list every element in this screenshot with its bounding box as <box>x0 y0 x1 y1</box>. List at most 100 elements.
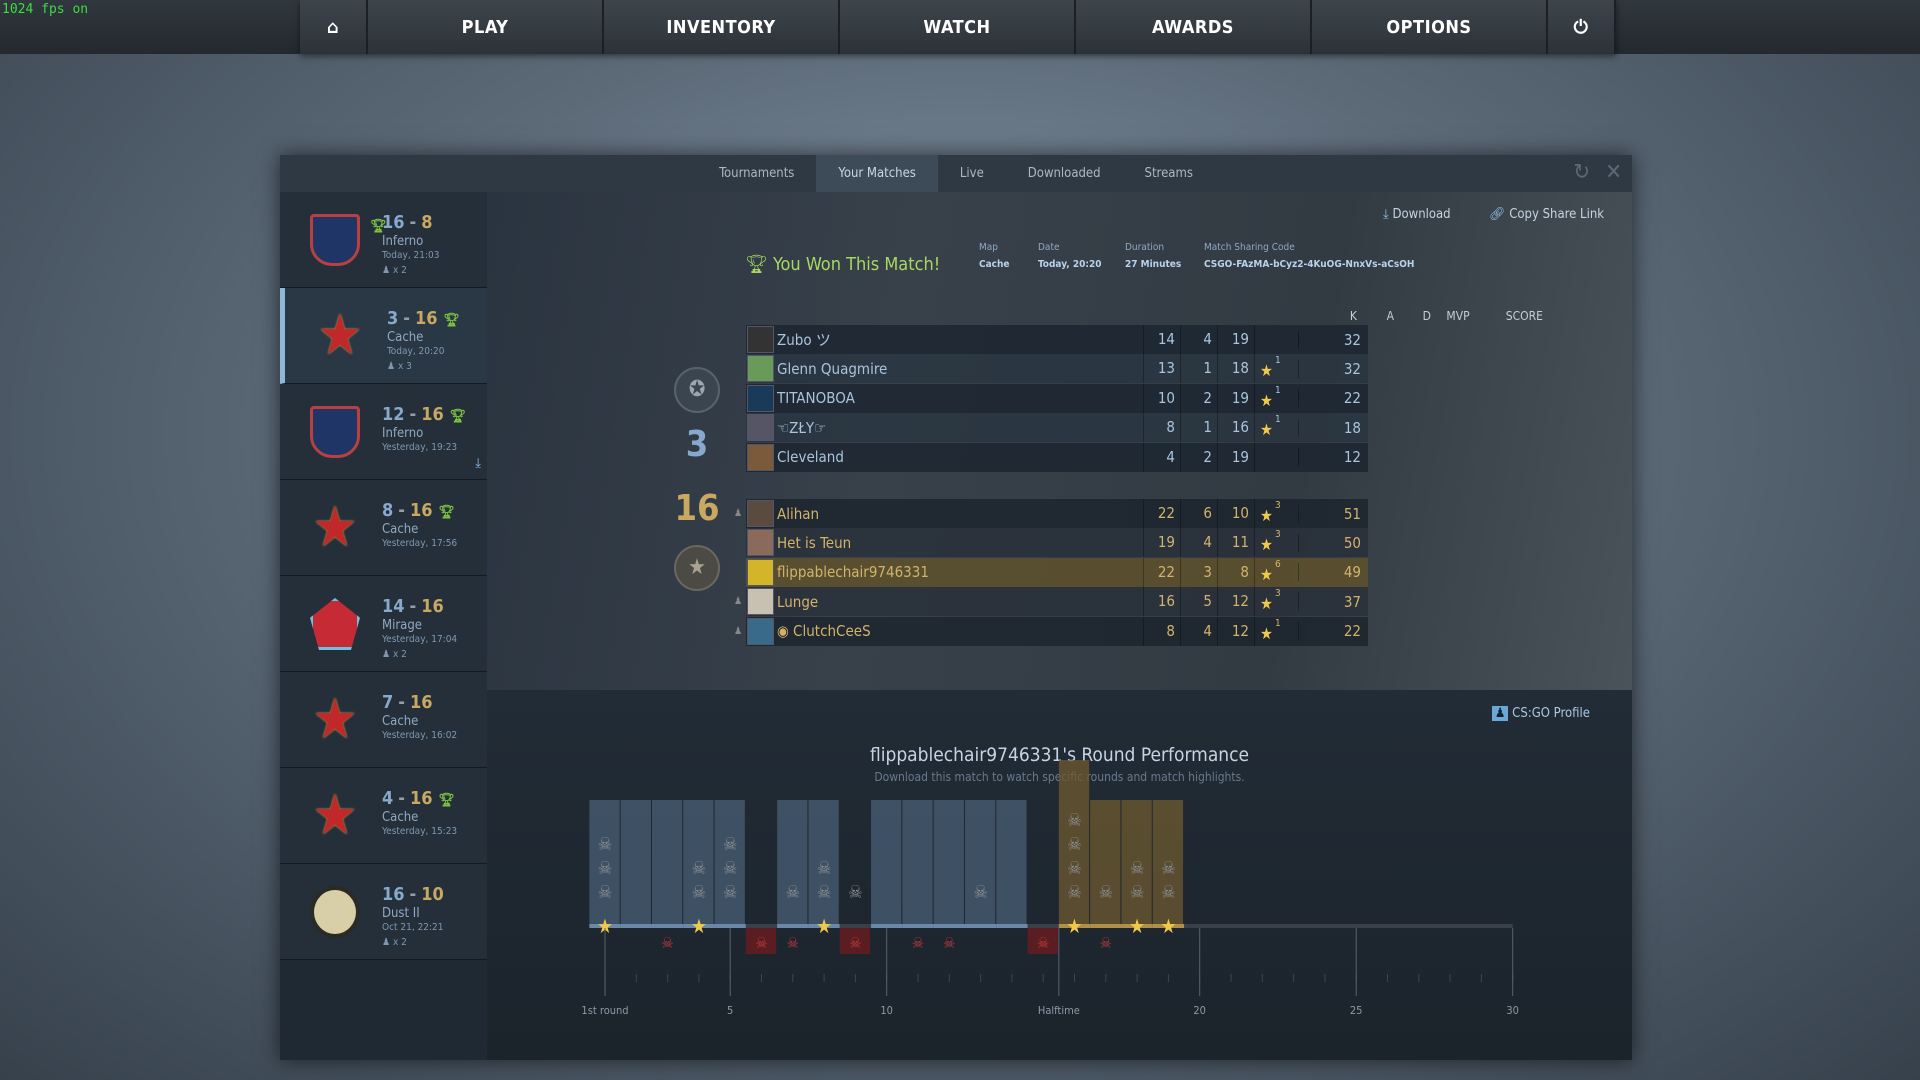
kill-skull-icon: ☠ <box>1161 882 1176 903</box>
map-icon-cache: ★ <box>317 303 363 368</box>
death-skull-icon: ☠ <box>943 934 955 952</box>
tick-label: 25 <box>1350 1004 1363 1017</box>
player-name[interactable]: Glenn Quagmire <box>777 359 888 378</box>
download-button[interactable]: ⤓ Download <box>1383 207 1451 222</box>
tab-tournaments[interactable]: Tournaments <box>719 166 795 181</box>
kill-skull-icon: ☠ <box>1067 882 1082 903</box>
map-icon-cache: ★ <box>312 687 358 752</box>
csgo-profile-label: CS:GO Profile <box>1512 706 1590 721</box>
player-mvp: ★ 1 <box>1254 413 1298 443</box>
match-list-item[interactable]: ★ 4-16 🏆︎ Cache Yesterday, 15:23 <box>280 768 487 864</box>
player-row[interactable]: ♟ Alihan 22 6 10 ★ 3 51 <box>734 499 1368 528</box>
player-kills: 8 <box>1143 413 1180 443</box>
lost-death-bg <box>839 928 871 954</box>
mvp-star-icon: ★ <box>1260 361 1273 381</box>
map-icon-inferno <box>310 406 360 458</box>
tab-downloaded[interactable]: Downloaded <box>1027 166 1101 181</box>
player-assists: 2 <box>1180 383 1217 413</box>
player-avatar[interactable] <box>747 617 774 645</box>
player-avatar[interactable] <box>747 355 774 383</box>
match-list-item[interactable]: 🏆︎ 16-8 Inferno Today, 21:03 ♟ x 2 <box>280 192 487 288</box>
trophy-icon: 🏆︎ <box>370 219 387 234</box>
download-icon: ⤓ <box>1383 207 1389 222</box>
player-avatar[interactable] <box>747 443 774 471</box>
player-avatar[interactable] <box>747 558 774 586</box>
nav-inventory[interactable]: INVENTORY <box>604 0 840 54</box>
home-button[interactable]: ⌂ <box>300 0 368 54</box>
player-avatar[interactable] <box>747 588 774 616</box>
player-row[interactable]: ♟ Lunge 16 5 12 ★ 3 37 <box>734 587 1368 617</box>
main-nav: ⌂ PLAY INVENTORY WATCH AWARDS OPTIONS ⏻ <box>300 0 1616 54</box>
score-a: 4 <box>382 788 394 809</box>
player-name[interactable]: Cleveland <box>777 448 844 467</box>
player-mvp: ★ 3 <box>1254 499 1298 528</box>
match-list-item[interactable]: ★ 3-16 🏆︎ Cache Today, 20:20 ♟ x 3 <box>280 288 487 384</box>
player-name[interactable]: TITANOBOA <box>777 389 855 408</box>
party-count: x 3 <box>397 361 412 372</box>
player-row[interactable]: TITANOBOA 10 2 19 ★ 1 22 <box>746 383 1368 413</box>
player-avatar[interactable] <box>747 326 774 353</box>
player-name[interactable]: Zubo ツ <box>777 331 831 349</box>
match-score: 16-10 <box>382 884 444 905</box>
meta-label: Duration <box>1125 242 1165 253</box>
ct-logo-icon: ✪ <box>674 367 720 413</box>
t-logo-icon: ★ <box>674 545 720 591</box>
close-icon[interactable]: ✕ <box>1605 160 1622 185</box>
player-deaths: 12 <box>1217 616 1254 646</box>
player-name[interactable]: Alihan <box>777 504 820 523</box>
player-name[interactable]: Lunge <box>777 592 819 611</box>
match-meta-3: Match Sharing Code CSGO-FAzMA-bCyz2-4KuOG… <box>1204 242 1414 270</box>
player-deaths: 8 <box>1217 557 1254 587</box>
player-mvp: ★ 1 <box>1254 383 1298 413</box>
player-assists: 5 <box>1180 587 1217 617</box>
player-row[interactable]: Zubo ツ 14 4 19 32 <box>746 325 1368 354</box>
kill-skull-icon: ☠ <box>817 882 832 903</box>
nav-watch[interactable]: WATCH <box>840 0 1076 54</box>
player-avatar[interactable] <box>747 384 774 412</box>
player-row[interactable]: Glenn Quagmire 13 1 18 ★ 1 32 <box>746 354 1368 384</box>
power-button[interactable]: ⏻ <box>1548 0 1616 54</box>
refresh-icon[interactable]: ↻ <box>1573 160 1590 185</box>
match-list-item[interactable]: ★ 7-16 Cache Yesterday, 16:02 <box>280 672 487 768</box>
csgo-profile-link[interactable]: ♟ CS:GO Profile <box>1491 706 1590 721</box>
match-map: Cache <box>387 330 424 345</box>
mvp-star-icon: ★ <box>1260 506 1273 525</box>
match-score: 14-16 <box>382 596 444 617</box>
player-name[interactable]: ☜ZŁY☞ <box>777 418 827 437</box>
match-list-item[interactable]: 12-16 🏆︎ Inferno Yesterday, 19:23 ⤓ <box>280 384 487 480</box>
tab-live[interactable]: Live <box>959 166 984 181</box>
player-row[interactable]: Het is Teun 19 4 11 ★ 3 50 <box>746 528 1368 558</box>
match-list-item[interactable]: 16-10 Dust II Oct 21, 22:21 ♟ x 2 <box>280 864 487 960</box>
nav-play[interactable]: PLAY <box>368 0 604 54</box>
copy-share-link-button[interactable]: 🔗︎ Copy Share Link <box>1489 207 1604 222</box>
match-list-item[interactable]: 14-16 Mirage Yesterday, 17:04 ♟ x 2 <box>280 576 487 672</box>
player-name[interactable]: Het is Teun <box>777 533 852 552</box>
match-list-item[interactable]: ★ 8-16 🏆︎ Cache Yesterday, 17:56 <box>280 480 487 576</box>
player-row[interactable]: Cleveland 4 2 19 12 <box>746 442 1368 472</box>
player-avatar[interactable] <box>747 414 774 442</box>
tab-streams[interactable]: Streams <box>1144 166 1193 181</box>
kill-skull-icon: ☠ <box>723 882 738 903</box>
player-name[interactable]: flippablechair9746331 <box>777 563 929 582</box>
player-deaths: 12 <box>1217 587 1254 617</box>
team-t-table: ♟ Alihan 22 6 10 ★ 3 51 Het is Teun 19 4 … <box>734 499 1368 646</box>
party-icon: ♟ <box>734 625 743 637</box>
player-name[interactable]: ◉ ClutchCeeS <box>777 622 871 641</box>
nav-awards[interactable]: AWARDS <box>1076 0 1312 54</box>
nav-options[interactable]: OPTIONS <box>1312 0 1548 54</box>
round-win-bar <box>996 800 1027 926</box>
party-size: ♟ x 2 <box>382 649 407 660</box>
player-kills: 16 <box>1143 587 1180 617</box>
player-row[interactable]: flippablechair9746331 22 3 8 ★ 6 49 <box>746 557 1368 587</box>
kill-skull-icon: ☠ <box>598 834 613 855</box>
player-avatar[interactable] <box>747 529 774 557</box>
score-a: 8 <box>382 500 394 521</box>
player-avatar[interactable] <box>747 500 774 527</box>
score-a: 12 <box>382 404 405 425</box>
kill-skull-icon: ☠ <box>598 882 613 903</box>
tab-your-matches[interactable]: Your Matches <box>816 155 938 192</box>
player-assists: 4 <box>1180 528 1217 558</box>
player-row[interactable]: ♟ ◉ ClutchCeeS 8 4 12 ★ 1 22 <box>734 616 1368 646</box>
death-skull-icon: ☠ <box>755 934 767 952</box>
player-row[interactable]: ☜ZŁY☞ 8 1 16 ★ 1 18 <box>746 413 1368 443</box>
